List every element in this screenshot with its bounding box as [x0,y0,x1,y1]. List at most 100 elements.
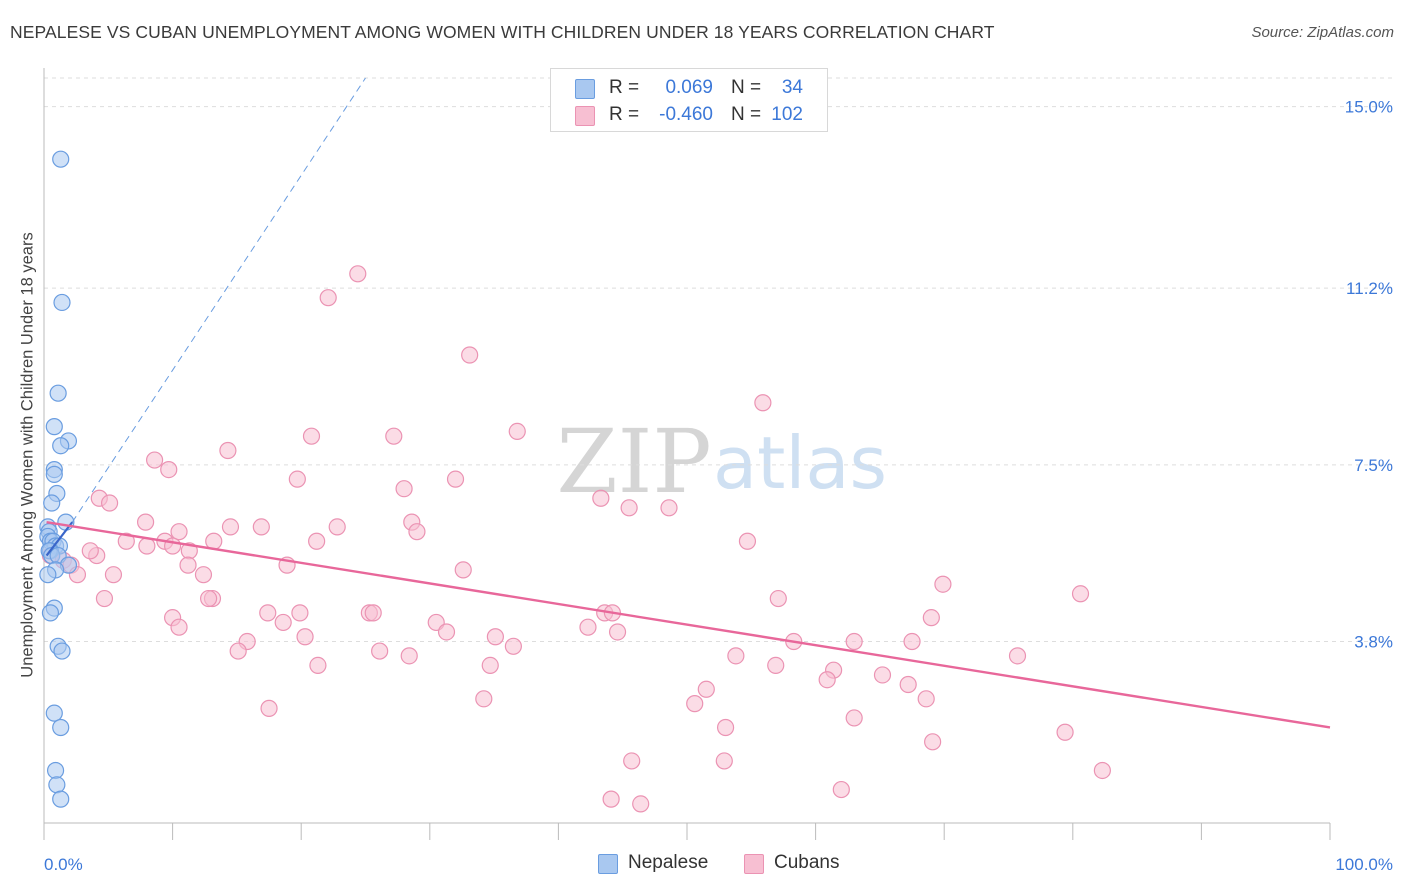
cubans-point [899,675,917,694]
cubans-point [1008,647,1027,665]
nepalese-point [43,494,61,512]
cubans-point [903,632,921,651]
cubans-points [41,265,1111,813]
watermark-atlas: atlas [713,421,887,505]
nepalese-point [45,704,63,722]
cubans-point [117,532,135,550]
axes [43,68,1331,840]
cubans-point [592,489,610,507]
cubans-point [769,589,787,608]
legend-row-cubans: R = -0.460 N = 102 [551,102,827,128]
cubans-point [1071,585,1090,603]
watermark-zip: ZIP [556,410,711,513]
legend-r-label: R = [609,104,640,125]
cubans-point [328,518,346,536]
cubans-point [504,637,522,655]
cubans-point [608,623,627,641]
legend-n-label: N = [731,104,762,125]
nepalese-point [41,604,60,622]
nepalese-point [53,642,71,660]
cubans-point [229,642,247,660]
nepalese-point [53,293,71,312]
cubans-point [1093,761,1111,780]
legend-r-value: -0.460 [659,104,713,125]
cubans-point [302,427,321,445]
gridlines [44,77,1392,643]
cubans-point [138,537,156,555]
cubans-point [620,499,638,517]
cubans-point [274,613,292,632]
cubans-point [917,690,935,708]
legend-n-value: 102 [771,104,803,125]
cubans-point [832,780,850,799]
cubans-point [579,618,597,636]
legend-row-nepalese: R = 0.069 N = 34 [551,75,827,101]
cubans-point [716,718,735,737]
cubans-point [475,690,493,708]
cubans-point [319,289,337,307]
cubans-swatch [575,106,595,126]
cubans-point [95,589,114,608]
cubans-point [660,499,678,517]
nepalese-point [39,566,57,584]
legend-n-value: 34 [781,77,803,98]
cubans-point [170,523,188,541]
cubans-point [81,542,99,560]
cubans-point [715,752,733,770]
cubans-point [291,604,309,622]
cubans-point [288,470,306,488]
cubans-point [219,441,237,460]
cubans-point [308,532,326,550]
cubans-point [104,566,123,584]
nepalese-point [48,776,66,794]
correlation-legend: R = 0.069 N = 34 R = -0.460 N = 102 [550,68,828,132]
nepalese-point [46,761,65,780]
y-axis-label: Unemployment Among Women with Children U… [18,232,37,678]
cubans-point [296,628,314,646]
zipatlas-watermark: ZIP atlas [556,410,887,513]
nepalese-point [49,384,67,402]
y-tick-label: 15.0% [1345,98,1393,117]
trend-lines [45,77,1331,729]
cubans-point [408,523,426,541]
cubans-point [136,513,155,531]
chart-title: NEPALESE VS CUBAN UNEMPLOYMENT AMONG WOM… [10,22,995,42]
nepalese-point [52,790,70,808]
cubans-point [632,795,650,813]
cubans-point [508,422,526,440]
cubans-point [454,561,472,579]
cubans-point [179,556,197,574]
cubans-point [754,394,772,412]
cubans-point [260,699,278,717]
cubans-point [221,518,240,536]
y-tick-label: 3.8% [1354,633,1393,652]
cubans-point [461,346,479,364]
nepalese-swatch [575,79,595,99]
legend-label-cubans: Cubans [774,852,840,873]
cubans-point [924,733,942,751]
cubans-point [697,680,715,698]
cubans-point [623,752,641,770]
cubans-point [486,628,504,646]
cubans-point [446,470,465,488]
cubans-point [170,618,188,636]
cubans-point [738,532,757,550]
cubans-point [194,566,213,584]
cubans-point [364,604,382,622]
y-tick-label: 11.2% [1346,279,1393,298]
legend-r-value: 0.069 [665,77,713,98]
cubans-point [922,609,940,627]
cubans-point [437,623,456,641]
cubans-point [259,604,277,622]
cubans-point [845,709,863,727]
x-tick-label: 100.0% [1335,855,1393,874]
nepalese-points [39,150,78,808]
legend-r-label: R = [609,77,640,98]
cubans-point [145,451,164,469]
cubans-point [767,656,785,675]
nepalese-swatch [598,854,618,874]
cubans-point [252,518,270,536]
cubans-point [686,695,704,713]
nepalese-point [45,465,63,483]
